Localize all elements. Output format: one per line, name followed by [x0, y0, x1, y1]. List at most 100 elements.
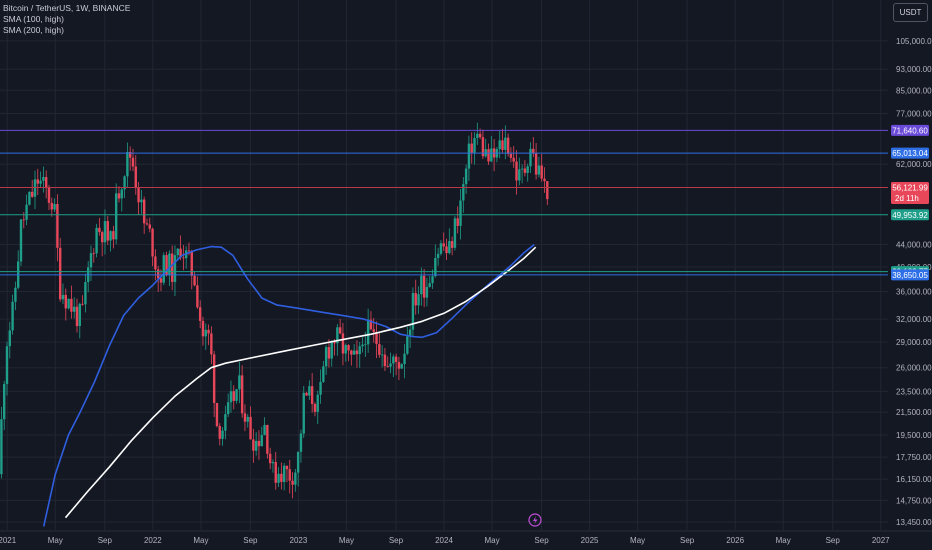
candle-body: [389, 363, 392, 367]
candle-body: [352, 350, 356, 355]
candle-body: [476, 133, 479, 139]
candle-body: [221, 430, 224, 439]
candle-body: [344, 345, 347, 354]
candle-body: [406, 336, 409, 354]
y-tick-label: 105,000.00: [896, 37, 932, 46]
legend-sma100: SMA (100, high): [3, 14, 64, 24]
flash-icon[interactable]: [528, 513, 542, 527]
candle-body: [207, 329, 210, 334]
candle-body: [134, 166, 137, 188]
candle-body: [36, 179, 39, 184]
candle-body: [453, 218, 457, 248]
candle-body: [277, 473, 280, 483]
candle-body: [434, 258, 437, 277]
candle-body: [162, 255, 165, 283]
candle-body: [193, 275, 196, 286]
candle-body: [100, 232, 104, 243]
candle-body: [274, 462, 277, 483]
candle-body: [439, 243, 443, 254]
x-tick-label: 2023: [290, 536, 308, 545]
candle-body: [198, 307, 202, 321]
y-tick-label: 62,000.00: [896, 160, 932, 169]
candle-body: [25, 204, 28, 220]
candle-body: [386, 366, 389, 367]
y-tick-label: 23,500.00: [896, 387, 932, 396]
candle-body: [534, 153, 538, 175]
candle-body: [92, 253, 95, 255]
candle-body: [520, 168, 524, 170]
candle-body: [215, 402, 219, 427]
candle-body: [243, 413, 247, 422]
candle-body: [151, 228, 154, 257]
candle-body: [190, 251, 193, 276]
candle-body: [285, 465, 289, 470]
candle-body: [355, 350, 359, 355]
candle-body: [431, 276, 434, 284]
price-badge-label: 65,013.04: [892, 149, 928, 158]
candle-body: [103, 221, 107, 243]
candle-body: [305, 392, 308, 396]
candle-body: [338, 327, 342, 334]
candle-body: [173, 255, 177, 282]
candle-body: [327, 347, 331, 359]
candle-body: [302, 392, 305, 434]
candle-body: [42, 177, 45, 181]
candle-body: [324, 347, 328, 367]
candle-body: [467, 143, 471, 169]
candle-body: [187, 250, 191, 252]
x-tick-label: Sep: [98, 536, 113, 545]
x-tick-label: Sep: [680, 536, 695, 545]
candle-body: [50, 202, 53, 210]
candle-body: [299, 433, 303, 452]
candle-body: [170, 253, 174, 282]
candle-body: [95, 227, 98, 254]
candle-body: [369, 319, 373, 330]
candle-body: [361, 344, 364, 347]
candle-body: [504, 137, 507, 150]
candle-body: [464, 168, 468, 185]
candle-body: [98, 227, 101, 233]
candle-body: [33, 179, 37, 197]
currency-button[interactable]: USDT: [893, 3, 928, 22]
candle-body: [450, 241, 454, 248]
candle-body: [487, 149, 490, 162]
x-tick-label: Sep: [389, 536, 404, 545]
candle-body: [537, 165, 541, 175]
x-tick-label: Sep: [243, 536, 258, 545]
candle-body: [411, 293, 415, 330]
candle-body: [456, 218, 459, 226]
price-badge: [891, 209, 929, 221]
candle-body: [81, 303, 84, 305]
price-badge: [891, 147, 929, 159]
x-tick-label: Sep: [826, 536, 841, 545]
candle-body: [182, 257, 185, 259]
y-tick-label: 17,750.00: [896, 453, 932, 462]
candle-body: [280, 473, 283, 482]
candle-body: [403, 353, 406, 365]
y-tick-label: 36,000.00: [896, 287, 932, 296]
candle-body: [19, 219, 23, 262]
candle-body: [22, 219, 25, 221]
candle-body: [313, 403, 317, 412]
candle-body: [543, 178, 546, 182]
candle-body: [481, 137, 485, 157]
x-tick-label: 2021: [0, 536, 17, 545]
candle-body: [375, 332, 378, 344]
candle-body: [168, 253, 171, 276]
candle-body: [420, 275, 423, 295]
candle-body: [204, 329, 207, 337]
candle-body: [291, 480, 294, 485]
candle-body: [364, 344, 367, 346]
sma200-line: [64, 246, 537, 519]
candle-body: [56, 204, 59, 248]
x-tick-label: May: [484, 536, 499, 545]
price-badge-label: 49,953.92: [892, 211, 928, 220]
y-tick-label: 13,450.00: [896, 518, 932, 527]
candle-body: [58, 247, 62, 300]
candle-body: [400, 364, 403, 369]
candle-body: [378, 343, 381, 355]
legend-sma200: SMA (200, high): [3, 25, 64, 35]
candle-body: [260, 435, 263, 447]
price-badge: [891, 124, 929, 136]
